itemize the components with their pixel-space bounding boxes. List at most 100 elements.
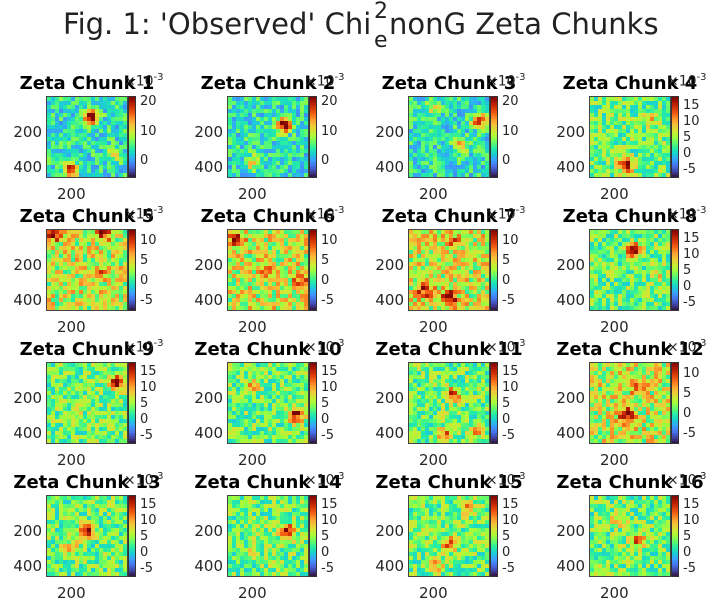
- heatmap-cell: [461, 254, 465, 258]
- colorbar-segment: [310, 260, 316, 262]
- heatmap-cell: [409, 161, 413, 165]
- heatmap-cell: [228, 423, 232, 427]
- heatmap-cell: [666, 250, 670, 254]
- heatmap-cell: [264, 238, 268, 242]
- colorbar-segment: [672, 280, 678, 282]
- colorbar-tick-label: 0: [140, 153, 148, 168]
- heatmap-cell: [123, 435, 127, 439]
- heatmap-cell: [59, 399, 63, 403]
- colorbar-segment: [310, 262, 316, 264]
- heatmap-cell: [413, 399, 417, 403]
- heatmap-cell: [292, 435, 296, 439]
- heatmap-cell: [91, 274, 95, 278]
- heatmap-cell: [91, 173, 95, 177]
- heatmap-cell: [477, 97, 481, 101]
- colorbar-segment: [491, 151, 497, 153]
- colorbar: [309, 362, 317, 444]
- heatmap-cell: [252, 435, 256, 439]
- heatmap-cell: [606, 141, 610, 145]
- colorbar-segment: [491, 264, 497, 266]
- heatmap-cell: [63, 149, 67, 153]
- heatmap-cell: [71, 129, 75, 133]
- heatmap-cell: [429, 419, 433, 423]
- heatmap-cell: [95, 431, 99, 435]
- heatmap-cell: [292, 246, 296, 250]
- heatmap-cell: [413, 230, 417, 234]
- colorbar-segment: [491, 248, 497, 250]
- heatmap-cell: [441, 399, 445, 403]
- heatmap-cell: [614, 109, 618, 113]
- heatmap-cell: [264, 419, 268, 423]
- colorbar-segment: [491, 280, 497, 282]
- heatmap-cell: [417, 387, 421, 391]
- heatmap-cell: [67, 407, 71, 411]
- colorbar-segment: [310, 151, 316, 153]
- heatmap-cell: [594, 242, 598, 246]
- heatmap-cell: [280, 371, 284, 375]
- heatmap-cell: [626, 254, 630, 258]
- heatmap-cell: [67, 375, 71, 379]
- heatmap-cell: [646, 262, 650, 266]
- colorbar-segment: [491, 175, 497, 177]
- heatmap-cell: [473, 286, 477, 290]
- heatmap-cell: [91, 294, 95, 298]
- heatmap-cell: [449, 121, 453, 125]
- heatmap-cell: [91, 435, 95, 439]
- heatmap-cell: [441, 173, 445, 177]
- heatmap-cell: [300, 117, 304, 121]
- heatmap-cell: [630, 129, 634, 133]
- heatmap-cell: [413, 395, 417, 399]
- heatmap-cell: [95, 411, 99, 415]
- heatmap-cell: [413, 391, 417, 395]
- heatmap-cell: [413, 137, 417, 141]
- heatmap-cell: [590, 105, 594, 109]
- colorbar: [490, 229, 498, 311]
- heatmap-cell: [91, 407, 95, 411]
- heatmap-cell: [67, 286, 71, 290]
- colorbar-tick-label: 0: [321, 273, 329, 288]
- heatmap-cell: [300, 238, 304, 242]
- heatmap-cell: [272, 137, 276, 141]
- heatmap-cell: [409, 230, 413, 234]
- heatmap-cell: [59, 121, 63, 125]
- heatmap-cell: [268, 141, 272, 145]
- heatmap-cell: [602, 234, 606, 238]
- heatmap-cell: [47, 439, 51, 443]
- heatmap-cell: [473, 137, 477, 141]
- heatmap-cell: [658, 250, 662, 254]
- heatmap-cell: [485, 173, 489, 177]
- heatmap-cell: [87, 230, 91, 234]
- heatmap-cell: [473, 109, 477, 113]
- heatmap-cell: [626, 129, 630, 133]
- heatmap-cell: [421, 282, 425, 286]
- heatmap-cell: [304, 145, 308, 149]
- heatmap-cell: [429, 137, 433, 141]
- heatmap-cell: [123, 113, 127, 117]
- heatmap-image: [589, 229, 671, 311]
- heatmap-cell: [473, 403, 477, 407]
- heatmap-cell: [107, 109, 111, 113]
- heatmap-cell: [91, 270, 95, 274]
- heatmap-cell: [304, 238, 308, 242]
- heatmap-cell: [296, 165, 300, 169]
- heatmap-cell: [240, 387, 244, 391]
- heatmap-cell: [91, 125, 95, 129]
- heatmap-cell: [268, 419, 272, 423]
- heatmap-cell: [236, 411, 240, 415]
- heatmap-cell: [119, 137, 123, 141]
- heatmap-cell: [87, 395, 91, 399]
- colorbar-segment: [672, 171, 678, 173]
- heatmap-cell: [590, 117, 594, 121]
- heatmap-cell: [453, 258, 457, 262]
- heatmap-cell: [107, 407, 111, 411]
- heatmap-cell: [300, 298, 304, 302]
- heatmap-cell: [594, 145, 598, 149]
- heatmap-cell: [594, 270, 598, 274]
- heatmap-cell: [95, 407, 99, 411]
- heatmap-cell: [429, 133, 433, 137]
- heatmap-cell: [646, 129, 650, 133]
- heatmap-cell: [481, 238, 485, 242]
- colorbar-exponent: ×10-3: [486, 72, 526, 90]
- heatmap-cell: [429, 113, 433, 117]
- heatmap-cell: [47, 375, 51, 379]
